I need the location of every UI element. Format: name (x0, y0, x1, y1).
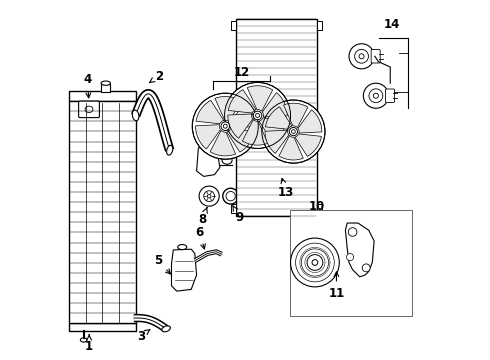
Polygon shape (227, 129, 254, 152)
Polygon shape (284, 103, 308, 127)
Polygon shape (228, 90, 256, 113)
Circle shape (301, 249, 329, 276)
Polygon shape (295, 134, 321, 156)
Text: 13: 13 (278, 179, 294, 199)
Ellipse shape (162, 326, 171, 332)
Polygon shape (210, 130, 236, 156)
Circle shape (207, 194, 211, 198)
Circle shape (373, 93, 378, 98)
Text: 9: 9 (233, 206, 244, 224)
Circle shape (256, 113, 260, 117)
Ellipse shape (178, 244, 187, 249)
Text: 3: 3 (137, 329, 150, 343)
FancyBboxPatch shape (78, 101, 99, 118)
Bar (69, 91, 136, 101)
Polygon shape (230, 103, 255, 128)
Text: 1: 1 (85, 335, 93, 354)
Circle shape (253, 111, 262, 120)
Bar (231, 22, 236, 30)
Circle shape (192, 93, 258, 159)
Polygon shape (345, 223, 374, 277)
Polygon shape (196, 148, 220, 176)
Ellipse shape (80, 338, 87, 342)
Text: 7: 7 (205, 116, 213, 143)
Circle shape (362, 264, 370, 272)
Text: 6: 6 (196, 226, 205, 249)
Ellipse shape (85, 106, 93, 113)
Circle shape (221, 122, 230, 130)
Circle shape (355, 49, 368, 63)
Polygon shape (279, 136, 303, 160)
Circle shape (291, 238, 339, 287)
Circle shape (292, 130, 295, 134)
Polygon shape (262, 93, 287, 117)
Bar (317, 204, 322, 213)
Polygon shape (172, 249, 196, 291)
Polygon shape (298, 110, 322, 133)
FancyBboxPatch shape (371, 50, 380, 63)
Circle shape (223, 124, 227, 128)
Circle shape (199, 186, 219, 206)
Circle shape (226, 192, 235, 201)
Bar (236, 19, 317, 216)
Circle shape (307, 255, 323, 270)
Ellipse shape (222, 156, 232, 164)
Polygon shape (228, 114, 253, 138)
Circle shape (295, 243, 334, 282)
Circle shape (346, 253, 354, 261)
Polygon shape (259, 118, 287, 141)
Bar (69, 323, 136, 330)
Circle shape (348, 228, 357, 236)
Polygon shape (266, 107, 292, 129)
Text: 5: 5 (154, 254, 171, 274)
Polygon shape (265, 130, 289, 153)
Ellipse shape (167, 145, 173, 155)
Polygon shape (243, 120, 268, 145)
Bar (231, 204, 236, 213)
Circle shape (224, 82, 291, 148)
Circle shape (289, 127, 297, 136)
Bar (317, 22, 322, 30)
Polygon shape (196, 100, 224, 124)
Polygon shape (215, 96, 241, 122)
Ellipse shape (101, 81, 110, 85)
Polygon shape (247, 86, 273, 111)
FancyBboxPatch shape (386, 89, 394, 103)
Bar (69, 101, 136, 323)
Text: 12: 12 (233, 66, 249, 79)
Circle shape (312, 260, 318, 265)
Circle shape (369, 89, 383, 103)
Circle shape (262, 100, 325, 163)
Bar (290, 211, 412, 316)
Text: 14: 14 (384, 18, 400, 31)
Circle shape (204, 191, 215, 202)
Circle shape (223, 188, 239, 204)
Text: 11: 11 (328, 272, 344, 300)
Circle shape (359, 54, 364, 59)
Text: 4: 4 (83, 73, 91, 98)
Ellipse shape (132, 110, 139, 121)
Circle shape (364, 83, 389, 108)
Polygon shape (196, 125, 220, 149)
Text: 2: 2 (149, 69, 163, 82)
Bar (101, 84, 110, 92)
Text: 8: 8 (198, 208, 207, 226)
Circle shape (349, 44, 374, 69)
Text: 10: 10 (309, 201, 325, 213)
